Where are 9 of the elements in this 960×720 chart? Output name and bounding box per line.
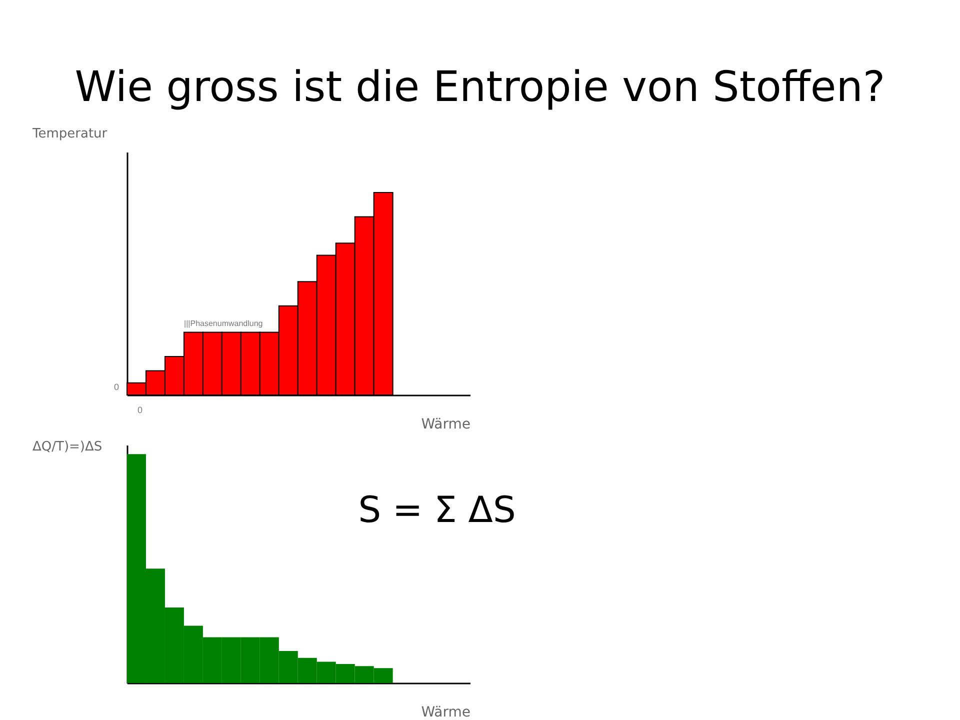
x-axis-title: Wärme (421, 704, 470, 720)
text: 0 (137, 405, 143, 415)
text: Wie gross ist die Entropie von Stoffen? (74, 62, 886, 111)
text: 0 (114, 382, 119, 392)
x-axis-title: Wärme (421, 416, 470, 432)
y-axis-title: Temperatur (32, 126, 108, 142)
y-axis-title: ΔQ/T)=)ΔS (32, 440, 102, 454)
annotation: S = Σ ΔS (358, 490, 516, 531)
annotation: |||Phasenumwandlung (184, 319, 263, 328)
